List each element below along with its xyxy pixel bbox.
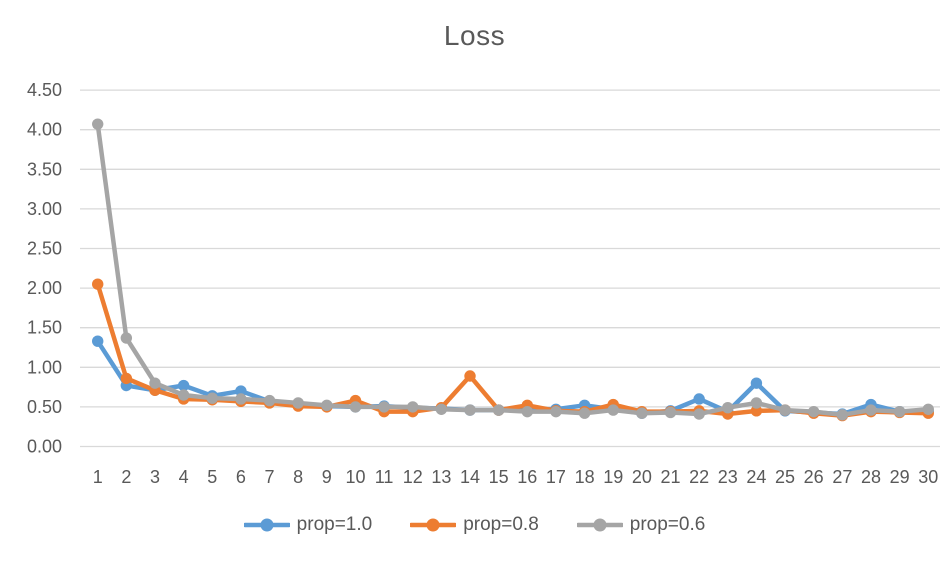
data-point-prop=0.6-x11 [378, 401, 390, 413]
plot-area: 0.00 0.50 1.00 1.50 2.00 2.50 3.00 3.50 4.00 4.50… [27, 80, 940, 487]
x-axis-tick-label: 15 [489, 467, 509, 487]
x-axis-tick-label: 7 [265, 467, 275, 487]
x-axis-tick-label: 22 [689, 467, 709, 487]
x-axis-tick-label: 6 [236, 467, 246, 487]
x-axis-tick-label: 16 [517, 467, 537, 487]
data-point-prop=1.0-x6 [235, 385, 247, 397]
legend-marker-icon [243, 518, 290, 532]
data-point-prop=0.6-x8 [292, 397, 304, 409]
data-point-prop=0.6-x23 [722, 401, 734, 414]
x-axis-tick-label: 4 [179, 467, 189, 487]
y-axis-tick-label: 0.00 [27, 437, 62, 457]
legend: prop=1.0 prop=0.8 prop=0.6 [0, 514, 949, 536]
legend-item-prop=0.8: prop=0.8 [410, 514, 539, 536]
data-point-prop=0.6-x17 [550, 405, 562, 418]
data-point-prop=0.6-x27 [836, 409, 849, 421]
legend-item-prop=1.0: prop=1.0 [243, 514, 373, 536]
x-axis-tick-label: 24 [746, 467, 766, 487]
data-point-prop=0.6-x22 [693, 408, 705, 420]
data-point-prop=0.6-x13 [435, 403, 448, 415]
data-point-prop=0.6-x10 [349, 401, 362, 413]
legend-label: prop=0.8 [463, 514, 539, 535]
y-axis-tick-label: 2.50 [27, 239, 62, 259]
data-point-prop=0.6-x6 [235, 393, 247, 405]
y-axis-tick-label: 3.00 [27, 199, 62, 219]
data-point-prop=0.6-x19 [607, 404, 619, 416]
data-point-prop=0.6-x18 [578, 407, 591, 419]
series-line-prop=0.6 [95, 121, 931, 418]
x-axis-tick-label: 26 [804, 467, 824, 487]
data-point-prop=1.0-x4 [177, 379, 190, 392]
x-axis-tick-label: 27 [832, 467, 852, 487]
x-axis-tick-label: 5 [207, 467, 217, 487]
data-point-prop=1.0-x1 [92, 335, 104, 347]
x-axis-tick-label: 13 [431, 467, 451, 487]
data-point-prop=0.6-x28 [865, 404, 877, 416]
x-axis-tick-label: 9 [322, 467, 332, 487]
x-axis-tick-label: 14 [460, 467, 480, 487]
y-axis-tick-label: 4.50 [27, 80, 62, 100]
x-axis-tick-label: 29 [890, 467, 910, 487]
x-axis-tick-label: 28 [861, 467, 881, 487]
y-axis-tick-label: 1.00 [27, 357, 62, 377]
legend-marker-dot [260, 518, 274, 532]
data-point-prop=0.6-x4 [177, 389, 190, 401]
data-point-prop=0.6-x5 [206, 392, 218, 404]
data-point-prop=0.6-x24 [750, 397, 763, 409]
series-line-prop=1.0 [95, 338, 931, 417]
x-axis-tick-label: 25 [775, 467, 795, 487]
y-axis-tick-label: 1.50 [27, 318, 62, 338]
x-axis-tick-label: 12 [403, 467, 423, 487]
x-axis-tick-label: 1 [93, 467, 103, 487]
data-point-prop=0.6-x21 [664, 406, 677, 419]
x-axis-tick-label: 21 [660, 467, 680, 487]
legend-label: prop=1.0 [296, 514, 373, 535]
data-point-prop=0.6-x20 [636, 407, 648, 419]
data-point-prop=0.6-x29 [893, 405, 906, 418]
y-axis-tick-label: 3.50 [27, 159, 62, 179]
x-axis-tick-label: 11 [375, 467, 394, 487]
data-point-prop=0.6-x1 [92, 118, 104, 130]
data-point-prop=0.6-x26 [808, 405, 820, 418]
x-axis-tick-label: 20 [632, 467, 652, 487]
y-axis-tick-label: 2.00 [27, 278, 62, 298]
x-axis-tick-label: 18 [575, 467, 595, 487]
data-point-prop=0.6-x30 [922, 403, 934, 415]
data-point-prop=0.6-x14 [464, 404, 476, 416]
y-axis-tick-label: 4.00 [27, 120, 62, 140]
data-point-prop=0.8-x24 [750, 405, 763, 417]
x-axis-tick-label: 30 [918, 467, 938, 487]
x-axis-tick-label: 2 [121, 467, 131, 487]
data-point-prop=0.6-x2 [120, 332, 133, 344]
data-point-prop=0.8-x1 [92, 278, 104, 290]
legend-marker-dot [593, 518, 607, 532]
data-point-prop=0.6-x7 [263, 394, 276, 407]
data-point-prop=0.8-x14 [464, 370, 476, 382]
x-axis-tick-label: 10 [345, 467, 365, 487]
y-axis-tick-label: 0.50 [27, 397, 62, 417]
x-axis-tick-label: 23 [718, 467, 738, 487]
data-point-prop=0.6-x3 [149, 377, 161, 389]
legend-marker-icon [576, 518, 623, 532]
data-point-prop=1.0-x22 [693, 393, 705, 405]
data-point-prop=0.6-x12 [407, 401, 419, 413]
data-point-prop=1.0-x24 [750, 377, 763, 389]
data-point-prop=0.6-x25 [779, 404, 791, 416]
x-axis-tick-label: 17 [546, 467, 566, 487]
data-point-prop=0.6-x9 [321, 399, 333, 412]
legend-marker-icon [410, 518, 457, 532]
legend-label: prop=0.6 [629, 514, 706, 535]
legend-marker-dot [426, 518, 440, 532]
data-point-prop=0.8-x2 [120, 372, 133, 385]
data-point-prop=0.6-x16 [521, 405, 533, 418]
x-axis-tick-label: 8 [293, 467, 303, 487]
chart-title: Loss [443, 20, 506, 51]
data-point-prop=0.6-x15 [492, 404, 505, 416]
legend-item-prop=0.6: prop=0.6 [576, 514, 706, 536]
x-axis-tick-label: 3 [150, 467, 160, 487]
x-axis-tick-label: 19 [603, 467, 623, 487]
